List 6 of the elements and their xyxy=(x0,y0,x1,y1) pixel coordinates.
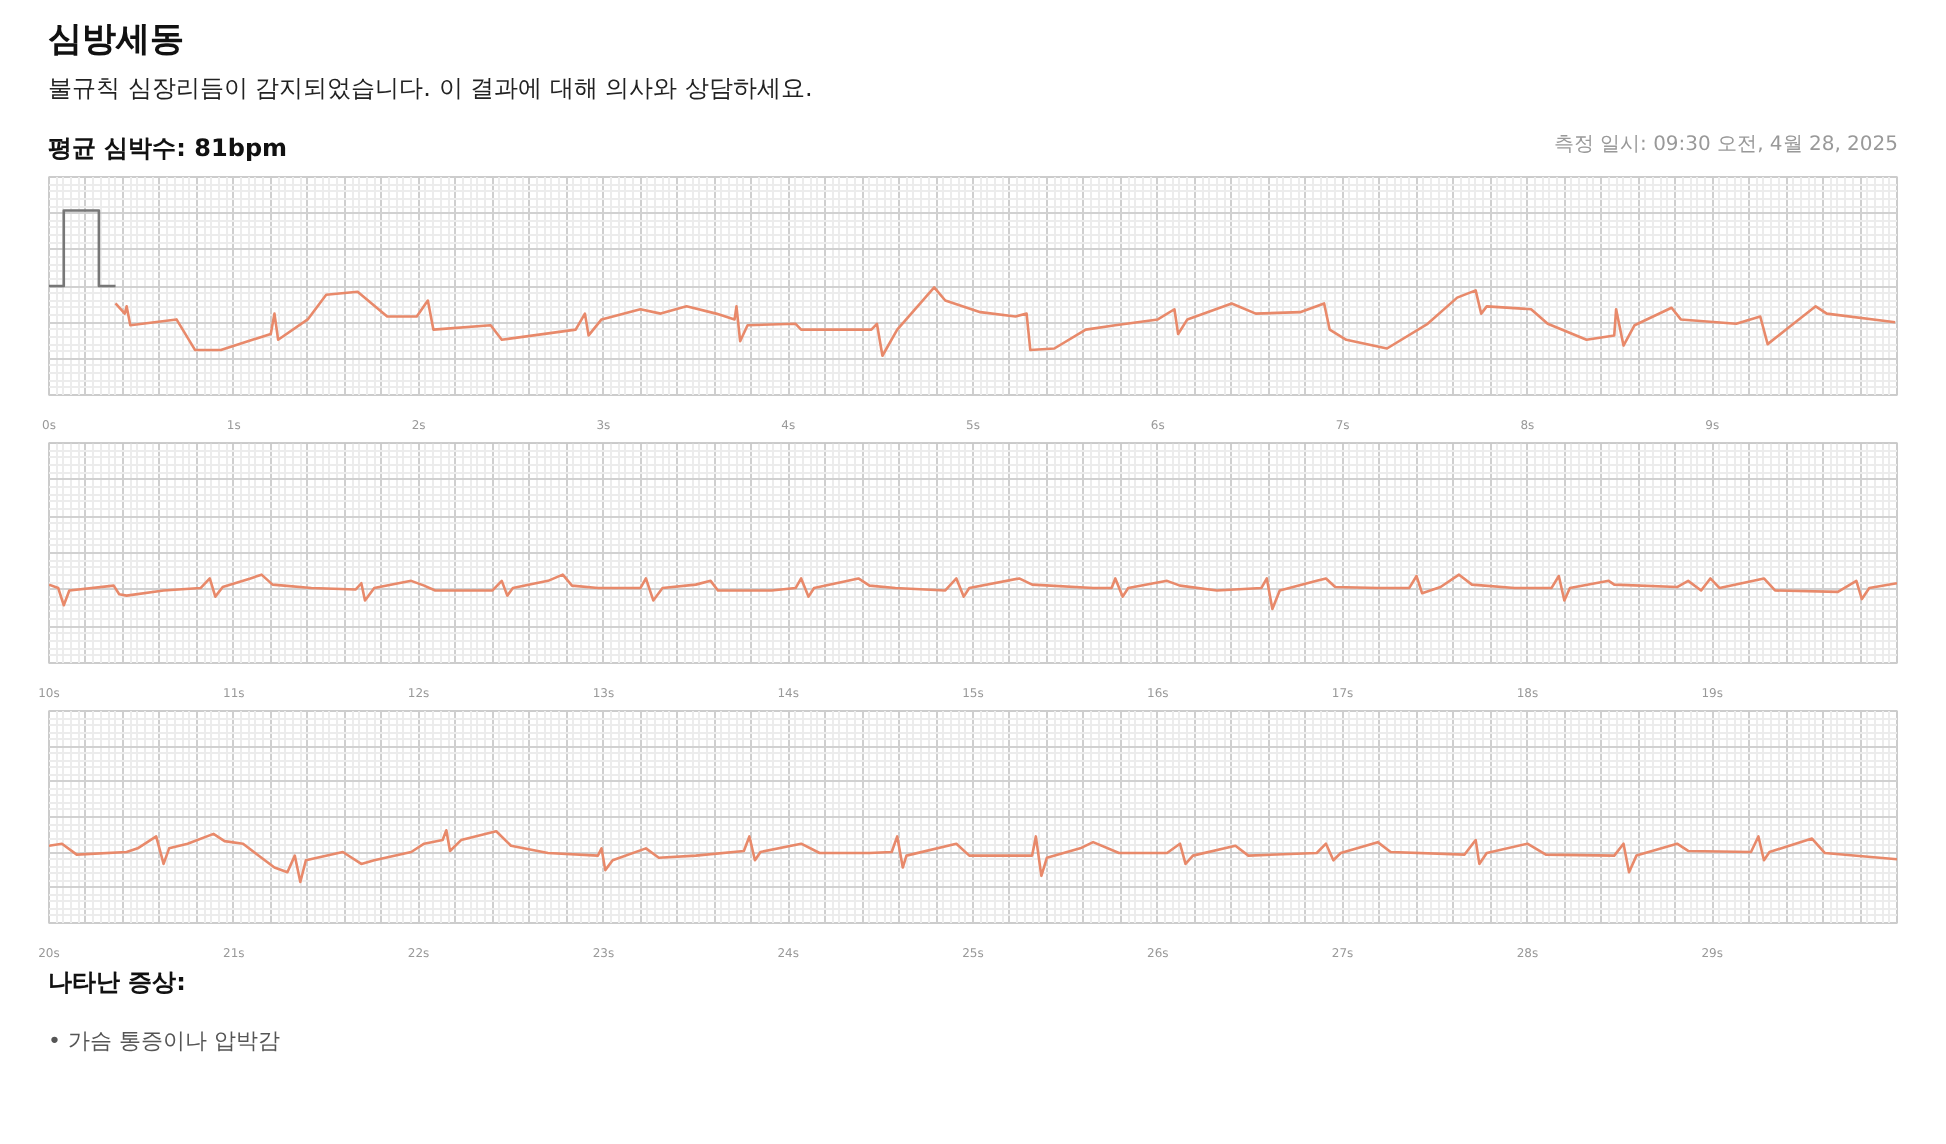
chart-title: 심방세동 xyxy=(48,18,184,64)
text: • 가슴 통증이나 압박감 xyxy=(48,1026,280,1058)
text: 평균 심박수: 81bpm xyxy=(48,132,288,166)
text: 측정 일시: 09:30 오전, 4월 28, 2025 xyxy=(1553,132,1898,160)
text: 나타난 증상: xyxy=(48,966,186,1000)
chart-subtitle: 불규칙 심장리듬이 감지되었습니다. 이 결과에 대해 의사와 상담하세요. xyxy=(48,72,813,106)
